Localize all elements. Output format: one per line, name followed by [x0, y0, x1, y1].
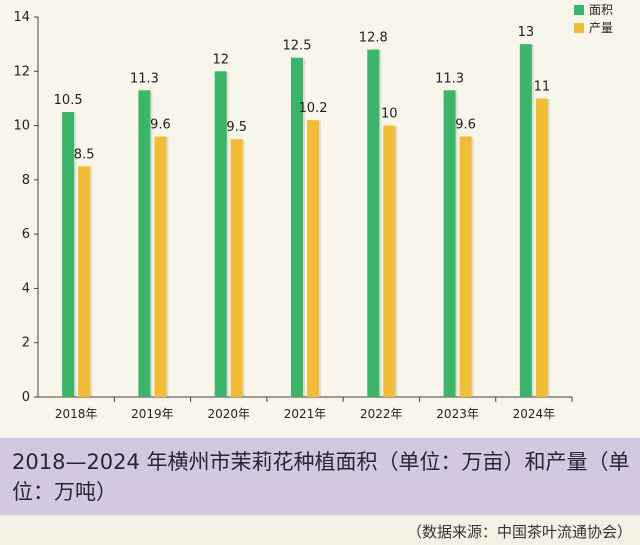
source-note: （数据来源：中国茶叶流通协会）: [406, 523, 632, 541]
x-tick-label: 2023年: [436, 407, 479, 421]
data-label: 9.5: [226, 120, 247, 135]
data-label: 11.3: [130, 71, 159, 86]
bar-output: [459, 136, 472, 397]
chart-panel: 0 2 4 6 8 10 12 14 2018年 2019年 2020年 2021年 2022年 2023…: [13, 3, 614, 421]
bar-area: [62, 112, 75, 397]
legend-label: 产量: [589, 21, 613, 35]
data-label: 11.3: [435, 71, 464, 86]
data-label: 13: [518, 25, 535, 40]
bar-output: [535, 98, 548, 397]
data-label: 9.6: [150, 117, 171, 132]
chart-caption-title: 2018—2024 年横州市茉莉花种植面积（单位：万亩）和产量（单位：万吨）: [12, 450, 630, 504]
bar-area: [214, 71, 227, 398]
x-tick-label: 2019年: [131, 407, 174, 421]
bar-area: [519, 44, 532, 398]
y-tick-label: 10: [13, 119, 30, 134]
y-tick-label: 2: [22, 336, 30, 351]
data-label: 10: [381, 107, 398, 122]
bar-output: [307, 120, 319, 398]
bar-output: [383, 125, 396, 398]
y-tick-label: 14: [13, 10, 30, 25]
bar-area: [138, 90, 151, 398]
bar-area: [367, 49, 380, 397]
data-label: 12.5: [283, 39, 312, 54]
x-tick-label: 2020年: [207, 407, 250, 421]
y-tick-label: 0: [22, 390, 30, 405]
bar-area: [443, 90, 456, 398]
y-tick-label: 8: [22, 173, 30, 188]
y-tick-label: 4: [22, 281, 30, 296]
data-label: 10.2: [299, 101, 328, 116]
bar-output: [230, 139, 243, 397]
bar-chart: 0 2 4 6 8 10 12 14 2018年 2019年 2020年 2021年 2022年 2023…: [13, 3, 613, 421]
x-tick-label: 2024年: [513, 407, 556, 421]
x-tick-label: 2021年: [284, 407, 327, 421]
data-label: 8.5: [74, 147, 95, 162]
data-label: 12: [212, 52, 229, 67]
x-tick-label: 2022年: [360, 407, 403, 421]
bar-area: [291, 57, 303, 397]
axes: 0 2 4 6 8 10 12 14 2018年 2019年 2020年 2021年 2022年 2023…: [13, 10, 573, 421]
bar-output: [154, 136, 167, 397]
caption-band: 2018—2024 年横州市茉莉花种植面积（单位：万亩）和产量（单位：万吨）: [0, 438, 640, 515]
legend-swatch: [574, 5, 584, 15]
bar-output: [78, 166, 91, 397]
y-tick-label: 6: [22, 227, 30, 242]
y-tick-label: 12: [13, 64, 30, 79]
legend-swatch: [574, 23, 584, 33]
data-label: 11: [534, 79, 551, 94]
data-label: 12.8: [359, 31, 388, 46]
legend-label: 面积: [589, 3, 613, 17]
data-label: 9.6: [455, 117, 476, 132]
data-label: 10.5: [54, 93, 83, 108]
bars: [62, 44, 550, 398]
data-labels: 10.5 8.5 11.3 9.6 12 9.5 12.5 10.2 12.8 10 11.3 9.6…: [54, 25, 550, 162]
x-tick-label: 2018年: [55, 407, 98, 421]
